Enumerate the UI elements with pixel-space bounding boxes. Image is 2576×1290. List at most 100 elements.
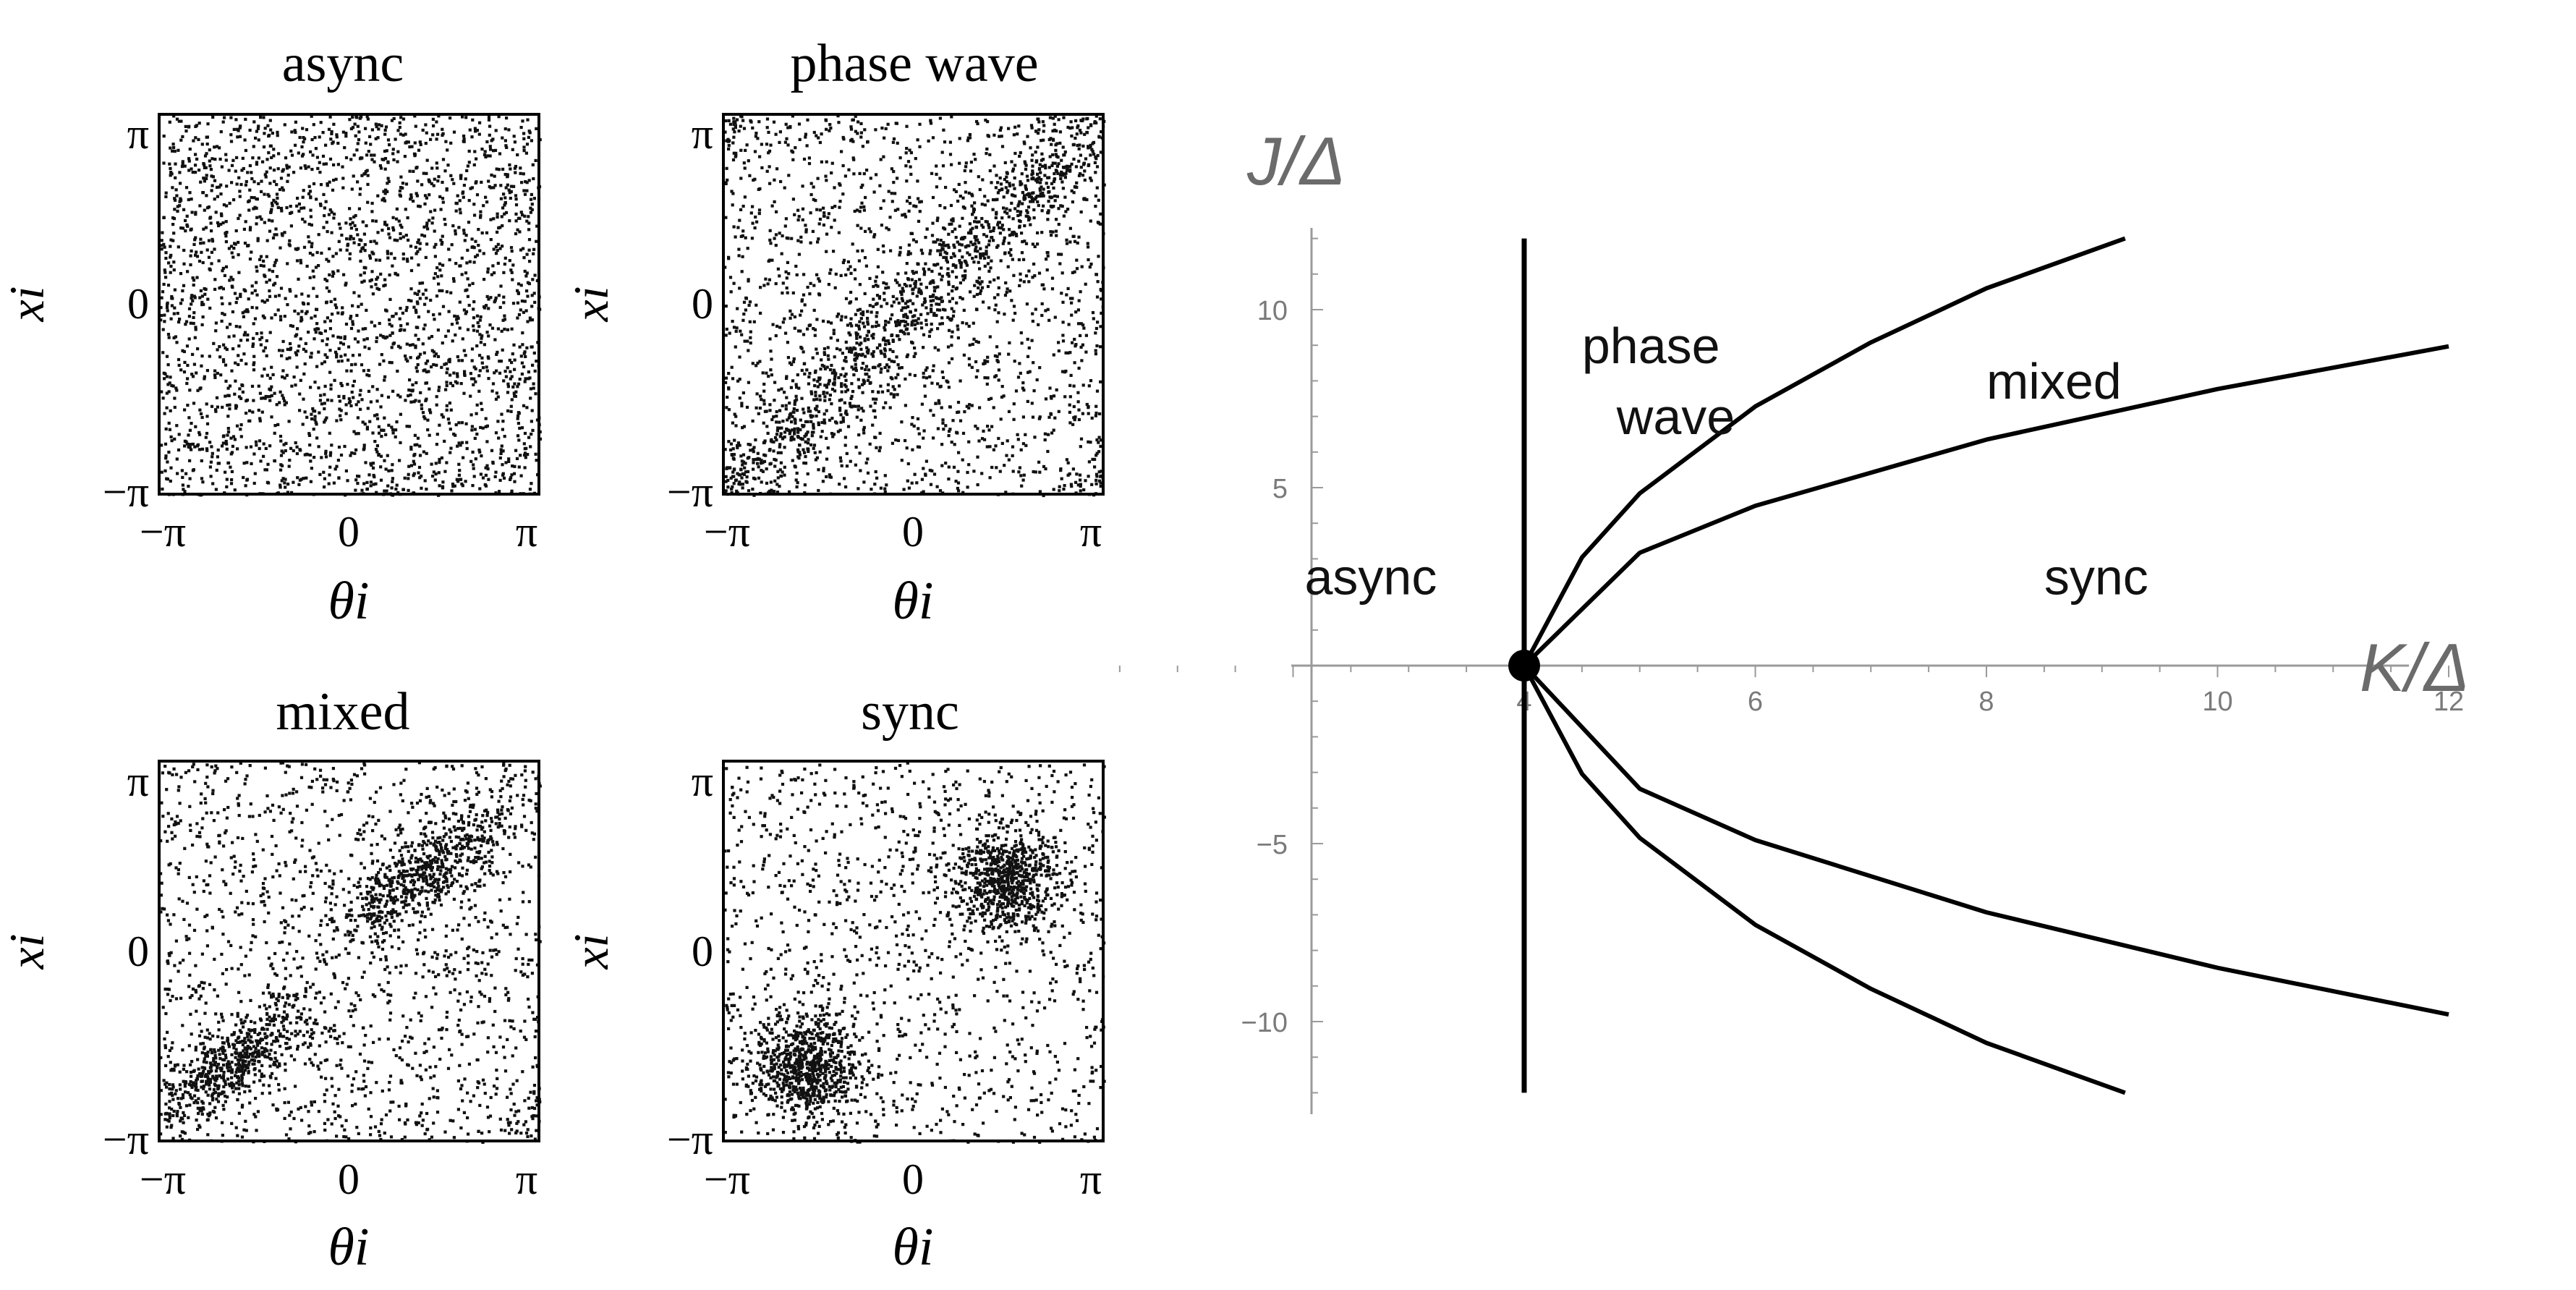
scatter-point (339, 226, 342, 230)
scatter-point (854, 366, 858, 370)
scatter-point (373, 239, 376, 243)
scatter-point (354, 362, 357, 366)
scatter-point (281, 477, 285, 480)
scatter-point (238, 387, 242, 391)
scatter-point (163, 271, 167, 274)
scatter-point (775, 429, 779, 433)
scatter-point (894, 321, 898, 324)
scatter-point (825, 250, 828, 253)
scatter-point (391, 315, 395, 318)
scatter-point (916, 179, 919, 183)
scatter-point (294, 247, 297, 251)
scatter-point (315, 436, 319, 440)
scatter-point (407, 140, 410, 144)
scatter-point (494, 245, 498, 249)
scatter-point (198, 433, 202, 436)
scatter-point (279, 439, 283, 443)
scatter-point (992, 229, 995, 232)
scatter-point (896, 141, 899, 145)
scatter-point (233, 438, 237, 441)
scatter-point (179, 119, 183, 123)
scatter-point (425, 297, 428, 300)
scatter-point (424, 288, 428, 292)
scatter-point (955, 301, 958, 305)
scatter-point (416, 302, 420, 305)
scatter-point (1081, 412, 1084, 415)
scatter-point (234, 242, 237, 246)
scatter-point (958, 224, 961, 228)
scatter-point (1076, 322, 1081, 326)
scatter-point (417, 263, 420, 267)
scatter-point (287, 420, 291, 423)
scatter-point (1033, 274, 1037, 278)
scatter-point (738, 378, 741, 381)
scatter-point (341, 311, 344, 315)
scatter-point (974, 248, 977, 252)
scatter-point (221, 269, 224, 273)
scatter-point (813, 334, 817, 337)
scatter-point (328, 208, 332, 212)
scatter-point (394, 271, 397, 275)
scatter-point (503, 212, 506, 216)
scatter-point (1012, 133, 1016, 137)
scatter-point (922, 429, 926, 433)
scatter-point (497, 115, 501, 119)
scatter-point (464, 116, 468, 119)
scatter-point (955, 276, 958, 279)
scatter-point (165, 306, 169, 310)
scatter-point (265, 280, 268, 284)
scatter-point (511, 352, 514, 356)
scatter-point (854, 352, 858, 355)
scatter-point (352, 291, 356, 294)
scatter-point (460, 421, 464, 425)
scatter-point (317, 233, 320, 237)
scatter-point (995, 466, 998, 470)
scatter-point (1068, 395, 1072, 399)
scatter-point (423, 194, 428, 198)
scatter-point (994, 198, 998, 202)
scatter-point (478, 121, 482, 124)
scatter-point (1017, 124, 1021, 128)
scatter-point (204, 436, 208, 439)
scatter-point (1028, 193, 1032, 197)
scatter-point (791, 415, 794, 418)
scatter-point (458, 469, 462, 472)
scatter-point (957, 410, 961, 414)
scatter-point (1030, 192, 1034, 195)
scatter-point (908, 195, 911, 199)
scatter-point (783, 391, 786, 394)
scatter-point (401, 235, 405, 239)
scatter-point (276, 423, 280, 426)
scatter-point (1048, 155, 1052, 158)
scatter-point (176, 205, 179, 208)
scatter-point (974, 225, 978, 229)
scatter-point (337, 347, 341, 350)
scatter-point (856, 132, 859, 135)
scatter-point (871, 365, 875, 370)
scatter-point (769, 143, 773, 147)
scatter-point (190, 249, 193, 253)
scatter-point (413, 433, 417, 437)
scatter-point (868, 276, 872, 280)
scatter-point (310, 467, 313, 470)
scatter-point (1006, 189, 1010, 192)
scatter-point (986, 120, 990, 124)
scatter-point (385, 335, 389, 339)
scatter-point (1097, 198, 1100, 202)
scatter-point (898, 156, 902, 160)
scatter-point (425, 158, 429, 162)
scatter-point (472, 260, 476, 264)
scatter-point (172, 114, 176, 118)
scatter-point (1050, 431, 1054, 435)
scatter-point (398, 328, 401, 332)
scatter-point (506, 183, 509, 187)
scatter-point (845, 347, 849, 350)
scatter-point (932, 472, 937, 476)
scatter-point (1079, 484, 1082, 488)
scatter-point (971, 226, 974, 230)
scatter-point (164, 195, 168, 198)
scatter-point (1057, 118, 1060, 122)
scatter-point (312, 428, 315, 431)
scatter-point (470, 135, 474, 139)
scatter-point (176, 472, 179, 475)
